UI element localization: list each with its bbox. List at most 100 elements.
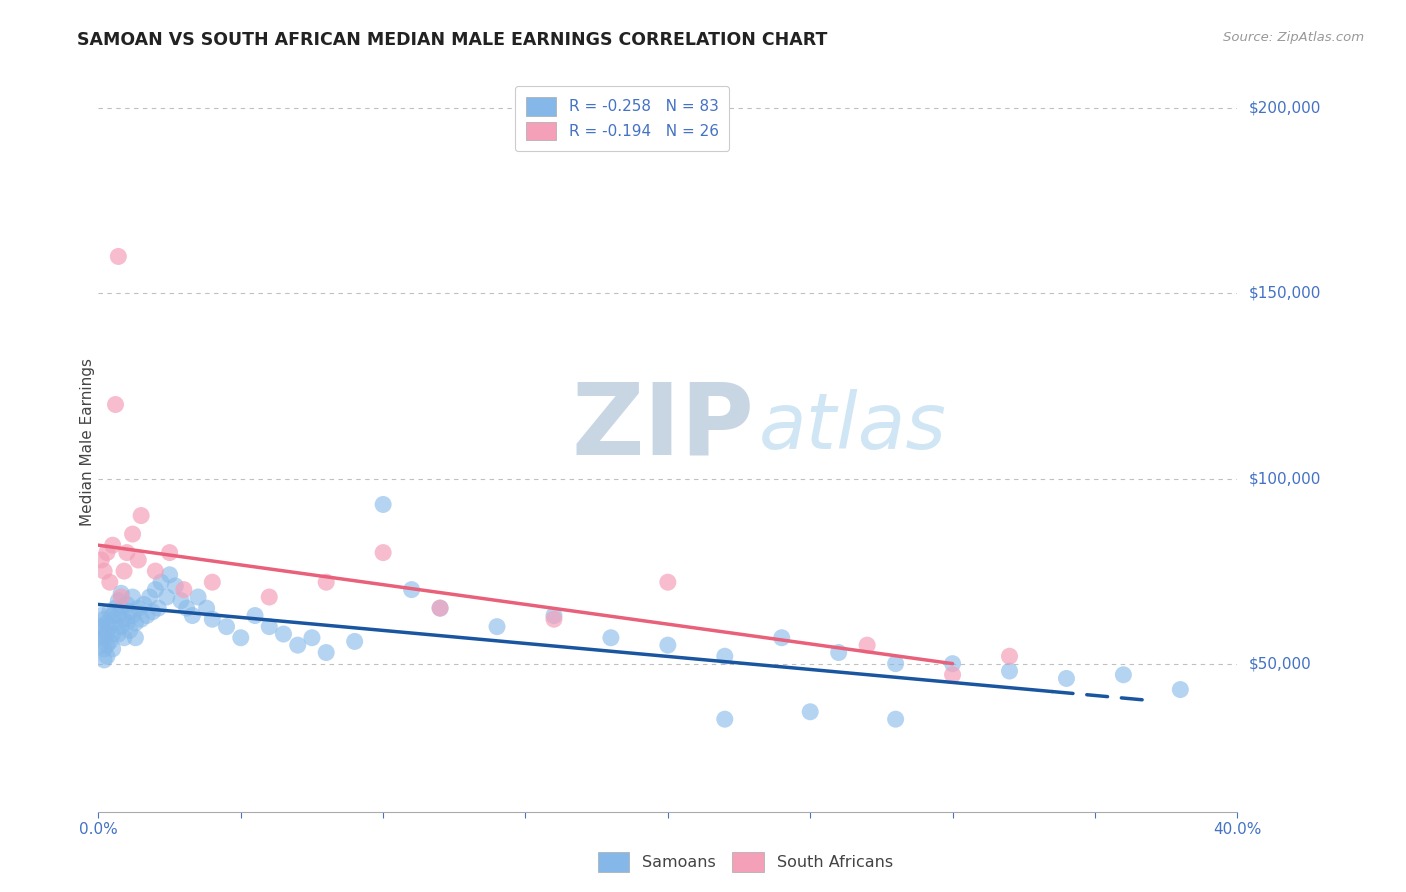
Point — [112, 612, 135, 626]
Point — [96, 627, 118, 641]
Point — [98, 634, 121, 648]
Point — [373, 546, 395, 560]
Point — [181, 608, 204, 623]
Text: $50,000: $50,000 — [1249, 657, 1312, 671]
Point — [215, 619, 238, 633]
Point — [828, 646, 851, 660]
Point — [107, 250, 129, 264]
Point — [110, 601, 132, 615]
Point — [315, 575, 337, 590]
Point — [98, 575, 121, 590]
Point — [343, 634, 366, 648]
Point — [96, 649, 118, 664]
Text: $200,000: $200,000 — [1249, 101, 1320, 116]
Point — [301, 631, 323, 645]
Text: Source: ZipAtlas.com: Source: ZipAtlas.com — [1223, 31, 1364, 45]
Point — [138, 590, 160, 604]
Point — [401, 582, 423, 597]
Point — [101, 608, 124, 623]
Text: ZIP: ZIP — [571, 378, 754, 475]
Point — [110, 586, 132, 600]
Point — [93, 564, 115, 578]
Point — [98, 619, 121, 633]
Point — [1170, 682, 1192, 697]
Point — [104, 601, 127, 615]
Point — [127, 553, 149, 567]
Point — [159, 567, 181, 582]
Point — [93, 624, 115, 638]
Point — [129, 508, 152, 523]
Point — [173, 582, 195, 597]
Y-axis label: Median Male Earnings: Median Male Earnings — [80, 358, 94, 525]
Point — [145, 582, 167, 597]
Text: atlas: atlas — [759, 389, 946, 465]
Point — [129, 612, 152, 626]
Point — [195, 601, 218, 615]
Point — [373, 498, 395, 512]
Point — [141, 605, 163, 619]
Point — [201, 575, 224, 590]
Text: $150,000: $150,000 — [1249, 286, 1320, 301]
Point — [127, 601, 149, 615]
Point — [287, 638, 309, 652]
Point — [110, 619, 132, 633]
Point — [429, 601, 451, 615]
Point — [98, 605, 121, 619]
Point — [121, 608, 143, 623]
Point — [101, 538, 124, 552]
Point — [96, 546, 118, 560]
Point — [118, 605, 141, 619]
Point — [543, 608, 565, 623]
Point — [124, 615, 146, 630]
Point — [714, 712, 737, 726]
Point — [101, 627, 124, 641]
Text: SAMOAN VS SOUTH AFRICAN MEDIAN MALE EARNINGS CORRELATION CHART: SAMOAN VS SOUTH AFRICAN MEDIAN MALE EARN… — [77, 31, 828, 49]
Point — [799, 705, 821, 719]
Point — [107, 593, 129, 607]
Point — [159, 546, 181, 560]
Point — [115, 615, 138, 630]
Point — [110, 590, 132, 604]
Point — [101, 641, 124, 656]
Point — [176, 601, 198, 615]
Point — [93, 631, 115, 645]
Point — [657, 575, 679, 590]
Text: $100,000: $100,000 — [1249, 471, 1320, 486]
Point — [273, 627, 295, 641]
Point — [93, 641, 115, 656]
Point — [657, 638, 679, 652]
Legend: R = -0.258   N = 83, R = -0.194   N = 26: R = -0.258 N = 83, R = -0.194 N = 26 — [515, 87, 730, 151]
Point — [150, 575, 173, 590]
Point — [486, 619, 509, 633]
Point — [96, 638, 118, 652]
Point — [148, 601, 170, 615]
Point — [145, 564, 167, 578]
Point — [107, 608, 129, 623]
Point — [104, 615, 127, 630]
Point — [884, 657, 907, 671]
Point — [201, 612, 224, 626]
Point — [90, 627, 112, 641]
Point — [942, 667, 965, 681]
Point — [229, 631, 252, 645]
Point — [90, 638, 112, 652]
Point — [124, 631, 146, 645]
Point — [96, 615, 118, 630]
Point — [107, 627, 129, 641]
Point — [600, 631, 623, 645]
Point — [90, 553, 112, 567]
Point — [259, 619, 281, 633]
Point — [856, 638, 879, 652]
Legend: Samoans, South Africans: Samoans, South Africans — [589, 844, 901, 880]
Point — [112, 631, 135, 645]
Point — [942, 657, 965, 671]
Point — [1056, 672, 1078, 686]
Point — [315, 646, 337, 660]
Point — [170, 593, 193, 607]
Point — [93, 653, 115, 667]
Point — [121, 527, 143, 541]
Point — [104, 397, 127, 411]
Point — [998, 649, 1021, 664]
Point — [998, 664, 1021, 678]
Point — [429, 601, 451, 615]
